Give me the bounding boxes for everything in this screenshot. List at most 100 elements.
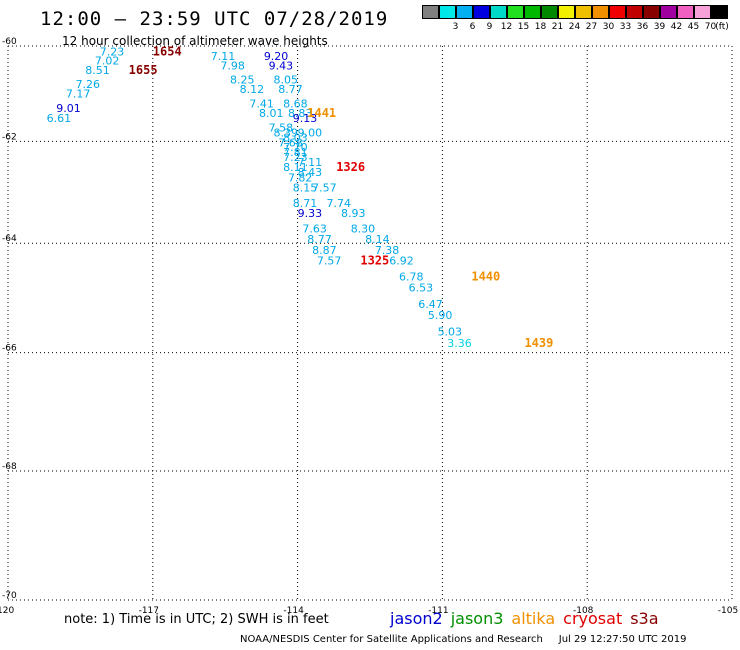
lon-tick-label: -117	[139, 606, 159, 616]
lat-tick-label: -68	[2, 462, 17, 472]
swh-value: 8.77	[307, 233, 332, 246]
scale-label: 30	[602, 22, 615, 32]
scale-swatch	[524, 5, 541, 19]
lat-tick-label: -62	[2, 132, 17, 142]
swh-value: 7.70	[283, 141, 308, 154]
swh-value: 7.11	[211, 50, 236, 63]
page-title: 12:00 – 23:59 UTC 07/28/2019	[40, 8, 389, 30]
swh-value: 9.13	[293, 112, 318, 125]
pass-time-label: 1325	[360, 253, 389, 267]
swh-value: 8.14	[365, 233, 390, 246]
legend-jason2: jason2	[390, 609, 443, 628]
scale-label: 12	[500, 22, 513, 32]
swh-value: 8.11	[283, 161, 308, 174]
credit-line: NOAA/NESDIS Center for Satellite Applica…	[240, 634, 686, 645]
scale-label: 33	[619, 22, 632, 32]
swh-value: 6.92	[389, 254, 414, 267]
swh-value: 7.68	[278, 136, 303, 149]
scale-label: 24	[568, 22, 581, 32]
swh-value: 7.81	[283, 146, 308, 159]
swh-value: 7.98	[220, 59, 245, 72]
scale-label: 42	[670, 22, 683, 32]
swh-value: 7.82	[288, 171, 313, 184]
swh-value: 9.01	[56, 102, 80, 115]
scale-label: 27	[585, 22, 598, 32]
lat-tick-label: -60	[2, 37, 17, 47]
scale-swatch	[592, 5, 609, 19]
pass-time-label: 1439	[524, 336, 553, 350]
swh-value: 8.77	[278, 83, 303, 96]
scale-label: 6	[469, 22, 476, 32]
pass-time-label: 1326	[336, 160, 365, 174]
scale-swatch	[575, 5, 592, 19]
scale-swatch	[660, 5, 677, 19]
lon-tick-label: -108	[573, 606, 594, 616]
swh-value: 7.57	[317, 254, 342, 267]
swh-value: 7.57	[312, 181, 337, 194]
swh-value: 8.51	[85, 64, 110, 77]
swh-value: 9.33	[298, 207, 323, 220]
lat-tick-label: -66	[2, 344, 17, 354]
scale-label: 36	[636, 22, 649, 32]
swh-value: 9.00	[298, 126, 323, 139]
swh-value: 6.53	[409, 281, 434, 294]
swh-value: 7.17	[66, 88, 91, 101]
legend-altika: altika	[511, 609, 556, 628]
swh-value: 8.05	[273, 73, 298, 86]
pass-time-label: 1441	[307, 106, 336, 120]
swh-value: 8.93	[341, 207, 366, 220]
swh-value: 7.02	[95, 55, 120, 68]
swh-value: 9.20	[264, 50, 289, 63]
scale-label: 45	[687, 22, 700, 32]
swh-value: 9.43	[269, 59, 294, 72]
scale-swatch	[473, 5, 490, 19]
swh-value: 8.25	[230, 73, 255, 86]
scale-swatch	[422, 5, 439, 19]
scale-swatch	[558, 5, 575, 19]
lon-tick-label: -114	[283, 606, 304, 616]
scale-label: 3	[452, 22, 459, 32]
lat-tick-label: -64	[2, 234, 17, 244]
scale-label: 15	[517, 22, 530, 32]
swh-value: 7.63	[302, 223, 327, 236]
scale-swatch	[541, 5, 558, 19]
swh-value: 3.36	[447, 337, 472, 350]
swh-value: 7.11	[298, 156, 323, 169]
scale-label: 39	[653, 22, 666, 32]
legend-jason3: jason3	[450, 609, 504, 628]
swh-value: 8.71	[293, 197, 318, 210]
swh-value: 8.68	[283, 97, 308, 110]
swh-value: 8.03	[283, 131, 308, 144]
swh-value: 8.83	[288, 107, 313, 120]
pass-time-label: 1655	[129, 63, 158, 77]
swh-value: 7.41	[249, 97, 273, 110]
credit-agency: NOAA/NESDIS Center for Satellite Applica…	[240, 634, 543, 645]
scale-unit: (ft)	[715, 22, 729, 32]
swh-value: 6.61	[47, 112, 72, 125]
lon-tick-label: -111	[428, 606, 448, 616]
swh-value: 6.47	[418, 298, 443, 311]
swh-value: 5.90	[428, 309, 453, 322]
satellite-legend: jason2 jason3 altika cryosat s3a	[390, 609, 667, 628]
scale-swatch	[507, 5, 524, 19]
page-subtitle: 12 hour collection of altimeter wave hei…	[62, 34, 328, 48]
pass-time-label: 1440	[471, 270, 500, 284]
swh-value: 8.12	[240, 83, 265, 96]
swh-value: 8.39	[273, 126, 298, 139]
footnote: note: 1) Time is in UTC; 2) SWH is in fe…	[64, 612, 329, 627]
swh-value: 7.74	[327, 197, 352, 210]
swh-value: 5.03	[438, 326, 463, 339]
credit-timestamp: Jul 29 12:27:50 UTC 2019	[558, 634, 687, 645]
scale-swatch	[711, 5, 728, 19]
swh-value: 7.26	[76, 78, 101, 91]
swh-value: 7.23	[100, 45, 125, 58]
lat-tick-label: -70	[2, 591, 17, 601]
scale-label: 9	[486, 22, 493, 32]
legend-s3a: s3a	[630, 609, 659, 628]
pass-time-label: 1654	[153, 44, 182, 58]
scale-swatch	[643, 5, 660, 19]
swh-value: 7.23	[283, 151, 308, 164]
swh-value: 8.30	[351, 223, 376, 236]
scale-swatch	[609, 5, 626, 19]
